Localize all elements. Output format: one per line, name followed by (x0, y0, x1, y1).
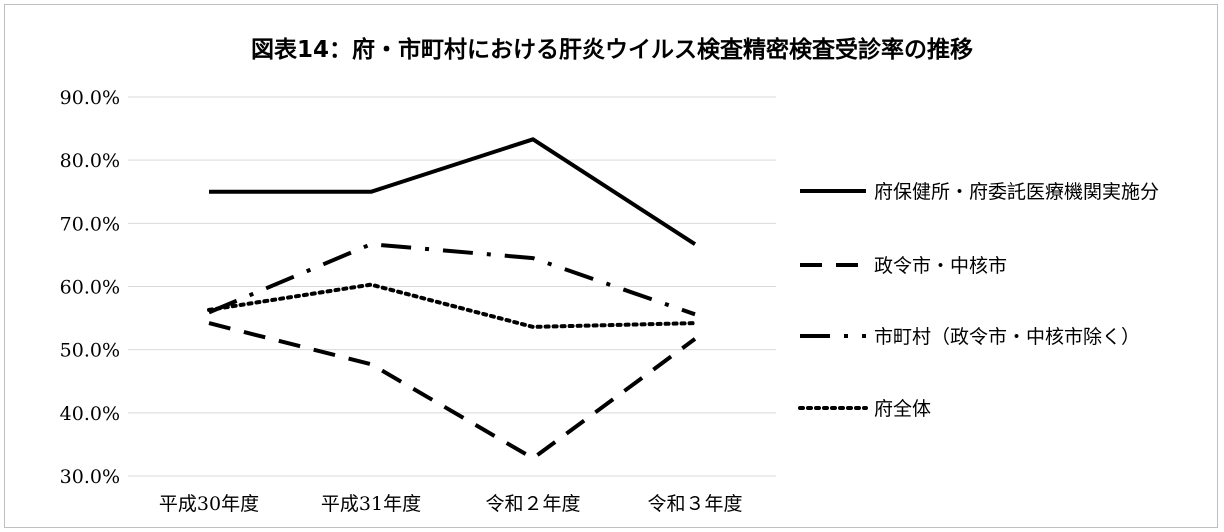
legend-label-2: 政令市・中核市 (874, 255, 1007, 277)
x-axis-ticks: 平成30年度 平成31年度 令和２年度 令和３年度 (159, 493, 743, 515)
series-line-1 (209, 137, 697, 246)
y-tick-label: 70.0% (60, 213, 120, 235)
series-line-3 (208, 242, 696, 317)
chart-title: 図表14：府・市町村における肝炎ウイルス検査精密検査受診率の推移 (250, 37, 973, 63)
y-tick-label: 40.0% (60, 403, 120, 425)
x-tick-label: 令和３年度 (647, 493, 742, 515)
x-tick-label: 平成31年度 (321, 493, 421, 515)
series-lines (207, 137, 697, 461)
y-tick-label: 90.0% (60, 87, 120, 109)
x-tick-label: 平成30年度 (159, 493, 259, 515)
series-line-4 (207, 282, 697, 329)
y-tick-label: 60.0% (60, 277, 120, 299)
y-tick-label: 30.0% (60, 466, 120, 488)
series-line-2 (208, 321, 697, 461)
legend-label-3: 市町村（政令市・中核市除く） (874, 326, 1140, 348)
gridlines (128, 96, 776, 477)
chart-area (4, 4, 1218, 528)
y-axis-ticks: 30.0% 40.0% 50.0% 60.0% 70.0% 80.0% 90.0% (60, 87, 120, 488)
legend-label-1: 府保健所・府委託医療機関実施分 (874, 181, 1159, 203)
y-tick-label: 80.0% (60, 150, 120, 172)
y-tick-label: 50.0% (60, 340, 120, 362)
x-tick-label: 令和２年度 (485, 493, 580, 515)
legend-label-4: 府全体 (874, 398, 931, 420)
